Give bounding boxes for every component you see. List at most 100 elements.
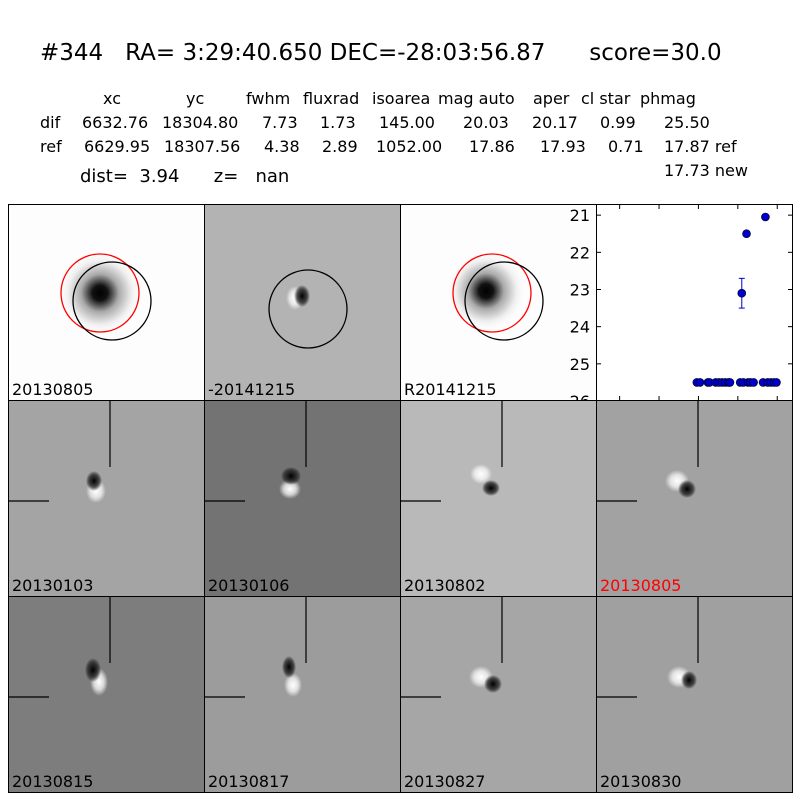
cell-yc: 18307.56	[164, 137, 241, 156]
ra-value: RA= 3:29:40.650	[125, 40, 323, 66]
negative-lobe	[86, 471, 102, 491]
stamp-image	[205, 597, 307, 698]
cell-cl-star: 0.71	[608, 137, 644, 156]
data-point	[742, 229, 751, 239]
stamp-image	[597, 401, 699, 502]
panel-label: 20130805	[12, 380, 94, 399]
candidate-title: #344 RA= 3:29:40.650 DEC=-28:03:56.87 sc…	[40, 40, 722, 66]
stamp-panel-highlighted[interactable]: 20130805	[596, 400, 793, 597]
cell-fluxrad: 2.89	[322, 137, 358, 156]
data-point	[749, 378, 758, 387]
reference-image-panel[interactable]: 20130805	[8, 204, 205, 401]
cell-yc: 18304.80	[162, 113, 239, 132]
difference-image-panel[interactable]: -20141215	[204, 204, 401, 401]
lightcurve-chart: 212223242526−100−50050100	[570, 204, 793, 423]
panel-label: 20130103	[12, 576, 94, 595]
new-image	[446, 251, 544, 341]
dec-value: DEC=-28:03:56.87	[329, 40, 546, 66]
black-aperture-circle	[268, 269, 348, 349]
panel-label: 20130106	[208, 576, 290, 595]
panel-label: 20130815	[12, 772, 94, 791]
panel-label: 20130817	[208, 772, 290, 791]
cell-isoarea: 145.00	[379, 113, 435, 132]
new-image-panel[interactable]: R20141215	[400, 204, 597, 401]
stamp-image	[401, 597, 503, 698]
panel-label: R20141215	[404, 380, 497, 399]
cell-mag-auto: 20.03	[463, 113, 509, 132]
data-point	[695, 378, 705, 387]
stamp-image	[9, 401, 111, 503]
col-header-isoarea: isoarea	[372, 89, 431, 108]
stamp-panel[interactable]: 20130830	[596, 596, 793, 793]
cell-phmag: 25.50	[664, 113, 710, 132]
data-point	[725, 378, 735, 387]
data-point	[761, 212, 770, 222]
negative-lobe	[681, 671, 697, 689]
stamp-image	[401, 401, 503, 502]
score-value: score=30.0	[589, 40, 722, 66]
stamp-panel[interactable]: 20130815	[8, 596, 205, 793]
negative-lobe	[281, 467, 301, 485]
stamp-panel[interactable]: 20130103	[8, 400, 205, 597]
cell-xc: 6629.95	[84, 137, 151, 156]
stamp-panel[interactable]: 20130827	[400, 596, 597, 793]
table-row-ref: ref 6629.95 18307.56 4.38 2.89 1052.00 1…	[0, 137, 800, 157]
stamp-image	[597, 597, 699, 698]
col-header-fwhm: fwhm	[246, 89, 291, 108]
cell-xc: 6632.76	[82, 113, 149, 132]
cell-fluxrad: 1.73	[320, 113, 356, 132]
cell-aper: 17.93	[540, 137, 586, 156]
cell-phmag: 17.87 ref	[664, 137, 737, 156]
dist-z-line: dist= 3.94 z= nan	[80, 166, 290, 187]
y-tick-label: 25	[570, 355, 590, 374]
negative-lobe	[282, 656, 296, 678]
panel-label: 20130830	[600, 772, 682, 791]
candidate-id: #344	[40, 40, 104, 66]
row-label: dif	[40, 113, 61, 132]
plot-frame	[596, 204, 793, 401]
positive-lobe	[470, 464, 492, 484]
panel-label: 20130805	[600, 576, 682, 595]
cell-aper: 20.17	[532, 113, 578, 132]
reference-image	[58, 251, 152, 341]
col-header-yc: yc	[186, 89, 205, 108]
panel-label: 20130827	[404, 772, 486, 791]
col-header-phmag: phmag	[640, 89, 696, 108]
positive-lobe	[284, 673, 302, 697]
cell-isoarea: 1052.00	[376, 137, 443, 156]
lightcurve-panel[interactable]: 212223242526−100−50050100	[570, 204, 793, 423]
col-header-cl-star: cl star	[581, 89, 631, 108]
black-aperture-circle	[72, 261, 152, 341]
table-row-dif: dif 6632.76 18304.80 7.73 1.73 145.00 20…	[0, 113, 800, 133]
stamp-panel[interactable]: 20130802	[400, 400, 597, 597]
cell-cl-star: 0.99	[600, 113, 636, 132]
cell-fwhm: 7.73	[262, 113, 298, 132]
col-header-mag-auto: mag auto	[438, 89, 515, 108]
col-header-fluxrad: fluxrad	[303, 89, 360, 108]
panel-label: -20141215	[208, 380, 296, 399]
negative-lobe	[678, 480, 696, 498]
data-point	[737, 288, 747, 298]
source-blob	[58, 251, 142, 335]
stamp-panel[interactable]: 20130817	[204, 596, 401, 793]
y-tick-label: 23	[570, 280, 590, 299]
y-tick-label: 22	[570, 243, 590, 262]
row-label: ref	[40, 137, 62, 156]
col-header-aper: aper	[533, 89, 570, 108]
cell-mag-auto: 17.86	[469, 137, 515, 156]
red-aperture-circle	[452, 253, 532, 333]
negative-lobe	[482, 480, 500, 496]
red-aperture-circle	[60, 253, 140, 333]
black-aperture-circle	[464, 261, 544, 341]
y-tick-label: 24	[570, 318, 590, 337]
stamp-image	[205, 401, 307, 502]
stamp-panel[interactable]: 20130106	[204, 400, 401, 597]
difference-image	[268, 269, 348, 349]
cell-fwhm: 4.38	[264, 137, 300, 156]
negative-lobe	[484, 675, 502, 693]
col-header-xc: xc	[103, 89, 121, 108]
phmag-new: 17.73 new	[664, 161, 748, 180]
panel-label: 20130802	[404, 576, 486, 595]
data-point	[772, 378, 781, 387]
stamp-image	[9, 597, 111, 698]
